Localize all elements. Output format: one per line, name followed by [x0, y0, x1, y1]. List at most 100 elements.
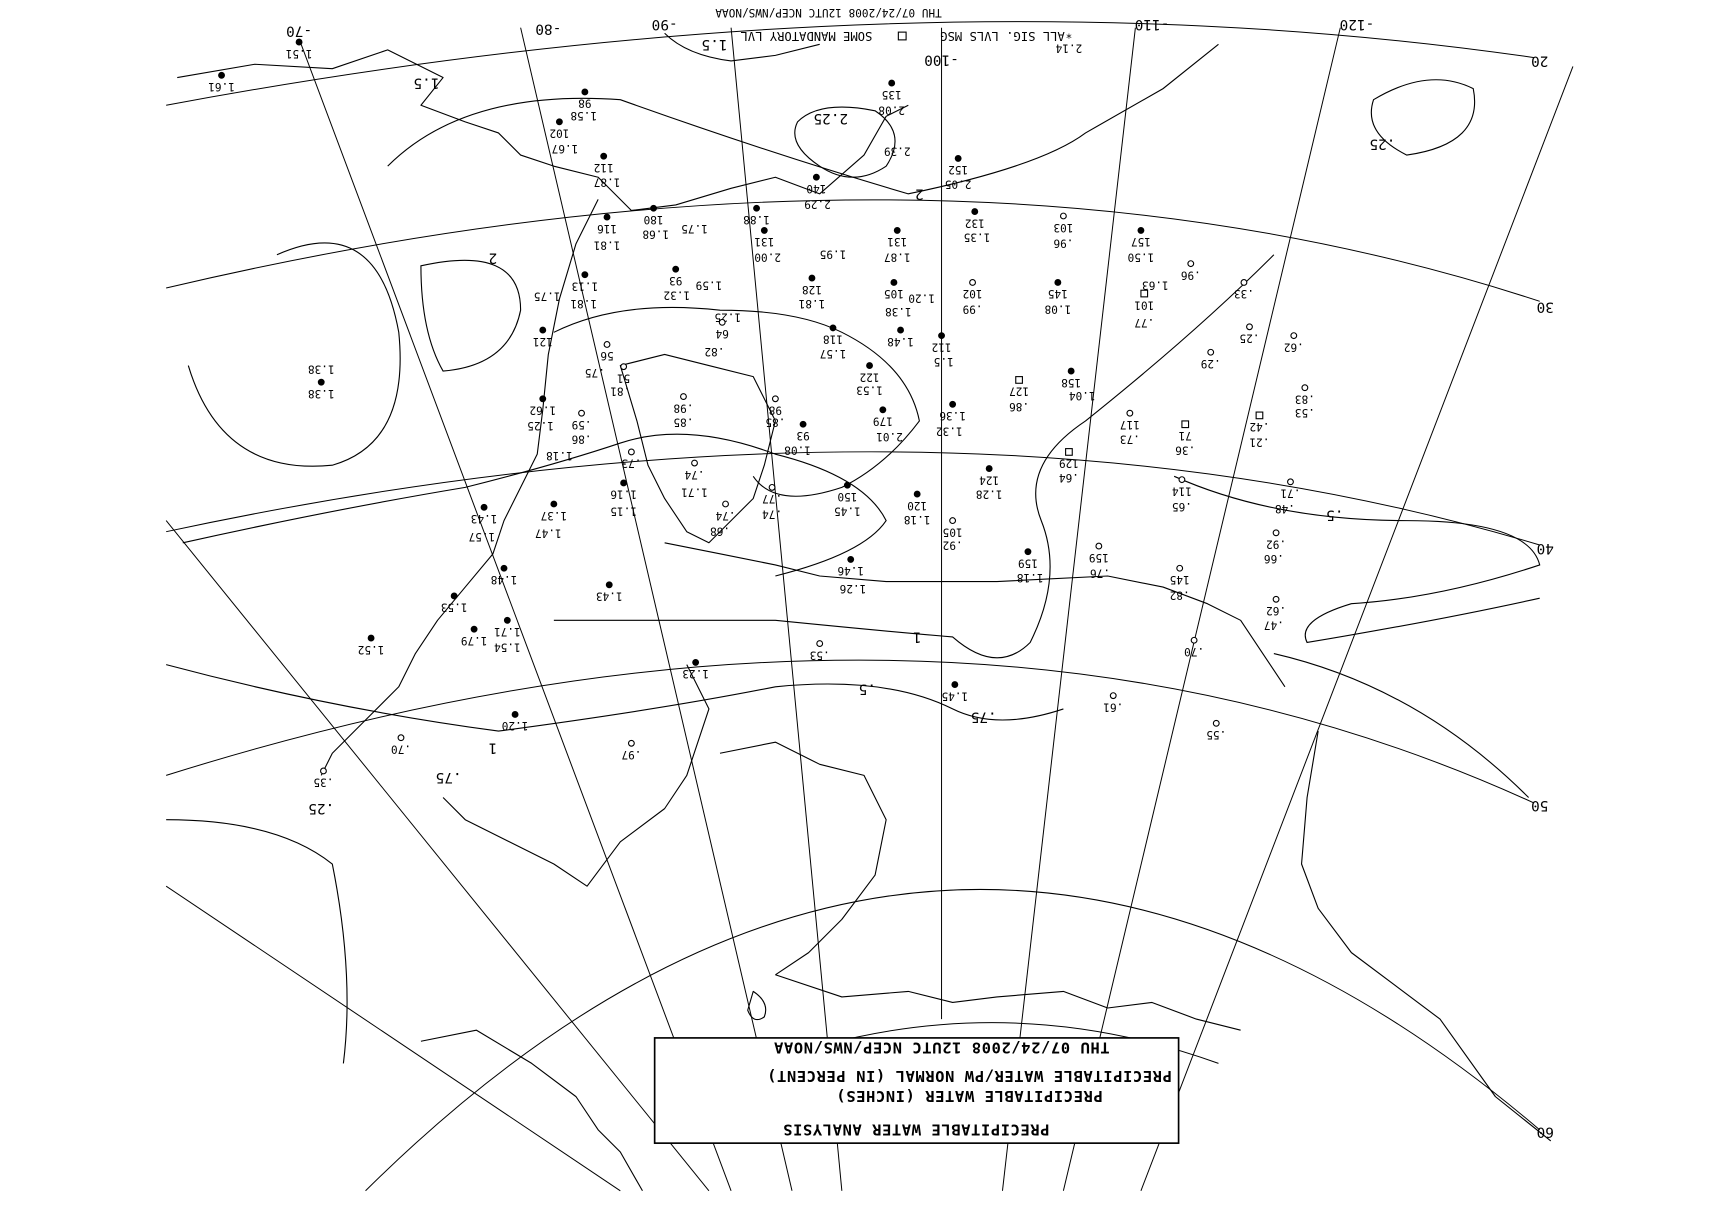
- station-value: 1.68: [642, 227, 669, 240]
- station-value: 1.43: [471, 512, 498, 525]
- latitude-label: 50: [1531, 797, 1548, 813]
- longitude-label: -110: [1135, 16, 1170, 32]
- contour-label: 2: [489, 250, 498, 266]
- station-value: .47: [1264, 618, 1284, 631]
- station-value: 71: [1179, 429, 1192, 442]
- station-value: .53: [810, 648, 830, 661]
- station-value: 1.87: [884, 251, 911, 264]
- station-open-marker: [620, 363, 628, 371]
- station-value: 117: [1120, 418, 1140, 431]
- station-value: 1.35: [964, 231, 991, 244]
- station-value: 93: [669, 274, 682, 287]
- station-value: .75: [585, 366, 605, 379]
- station-value: .29: [1201, 357, 1221, 370]
- station-value: .21: [1249, 436, 1269, 449]
- station-value: 105: [884, 287, 904, 300]
- contour-label: .25: [308, 800, 334, 816]
- contour-label: 1: [489, 739, 498, 755]
- station-value: 1.71: [494, 625, 521, 638]
- station-open-marker: [1190, 636, 1198, 644]
- station-value: 93: [796, 429, 809, 442]
- station-dot-marker: [760, 226, 768, 234]
- station-value: .65: [1172, 500, 1192, 513]
- station-value: 1.20: [502, 719, 529, 732]
- title-line-1: PRECIPITABLE WATER ANALYSIS: [783, 1120, 1050, 1138]
- longitude-line-50: [165, 885, 621, 1192]
- station-dot-marker: [949, 400, 957, 408]
- station-value: .70: [391, 742, 411, 755]
- station-value: .62: [1284, 340, 1304, 353]
- station-value: 127: [1009, 385, 1029, 398]
- station-value: .42: [1249, 420, 1269, 433]
- station-value: .83: [1295, 392, 1315, 405]
- longitude-line-130: [1140, 66, 1574, 1191]
- station-value: 2.14: [1055, 41, 1082, 54]
- station-value: 1.57: [469, 530, 496, 543]
- station-value: 1.53: [856, 384, 883, 397]
- station-open-marker: [1272, 595, 1280, 603]
- station-square-marker: [1181, 420, 1190, 429]
- station-value: 179: [873, 415, 893, 428]
- station-dot-marker: [550, 500, 558, 508]
- contours: [166, 32, 1541, 1064]
- longitude-line-60: [165, 520, 710, 1192]
- contour-label: 1.5: [413, 75, 439, 91]
- station-value: .82: [1170, 589, 1190, 602]
- station-dot-marker: [600, 152, 608, 160]
- station-value: 64: [715, 327, 729, 340]
- station-value: 121: [533, 335, 553, 348]
- latitude-line-30: [166, 199, 1540, 302]
- station-value: 1.61: [208, 80, 235, 93]
- station-value: .64: [1059, 471, 1079, 484]
- latitude-line-40: [166, 451, 1540, 546]
- latitude-line-20: [166, 21, 1535, 106]
- station-value: 1.81: [570, 297, 597, 310]
- station-dot-marker: [812, 173, 820, 181]
- longitude-line-80: [520, 27, 793, 1191]
- station-open-marker: [1240, 279, 1248, 286]
- coastlines: [177, 49, 1552, 1192]
- station-value: 135: [882, 88, 902, 101]
- station-value: 180: [644, 213, 664, 226]
- station-dot-marker: [480, 503, 488, 511]
- legend-all-sig-levels: ALL SIG. LVLS MSG: [940, 29, 1065, 43]
- station-value: 1.16: [610, 488, 637, 501]
- station-dot-marker: [954, 154, 962, 162]
- station-value: .96: [1181, 268, 1201, 281]
- station-value: 116: [597, 222, 617, 235]
- station-value: 102: [549, 127, 569, 140]
- station-value: 1.18: [904, 513, 931, 526]
- station-value: .59: [572, 418, 592, 431]
- station-value: .73: [621, 457, 641, 470]
- station-open-marker: [722, 500, 729, 508]
- station-value: 1.28: [976, 488, 1003, 501]
- station-value: .92: [1266, 538, 1286, 551]
- station-square-marker: [1065, 448, 1073, 456]
- station-value: .25: [1239, 332, 1259, 345]
- station-dot-marker: [470, 625, 478, 633]
- contour-label: 1.5: [701, 36, 727, 52]
- station-value: .74: [715, 509, 735, 522]
- contour-label: .25: [1369, 136, 1395, 152]
- station-value: 1.51: [286, 47, 313, 60]
- station-dot-marker: [581, 88, 589, 96]
- station-value: 1.67: [552, 142, 579, 155]
- station-open-marker: [1287, 478, 1294, 486]
- station-value: 105: [943, 525, 963, 538]
- station-value: 1.87: [594, 175, 621, 188]
- contour-line: [420, 259, 522, 372]
- latitude-label: 60: [1537, 1124, 1554, 1140]
- station-value: .48: [1275, 502, 1295, 515]
- contour-label: 1: [913, 628, 922, 644]
- station-dot-marker: [539, 326, 547, 334]
- station-value: 118: [823, 333, 843, 346]
- station-open-marker: [397, 734, 405, 742]
- station-value: 1.38: [308, 387, 335, 400]
- station-dot-marker: [555, 118, 563, 126]
- station-value: 103: [1053, 221, 1073, 234]
- station-dot-marker: [620, 479, 628, 487]
- contour-label: .5: [1326, 507, 1343, 523]
- station-value: 1.58: [570, 109, 597, 122]
- longitude-line-110: [1001, 27, 1136, 1191]
